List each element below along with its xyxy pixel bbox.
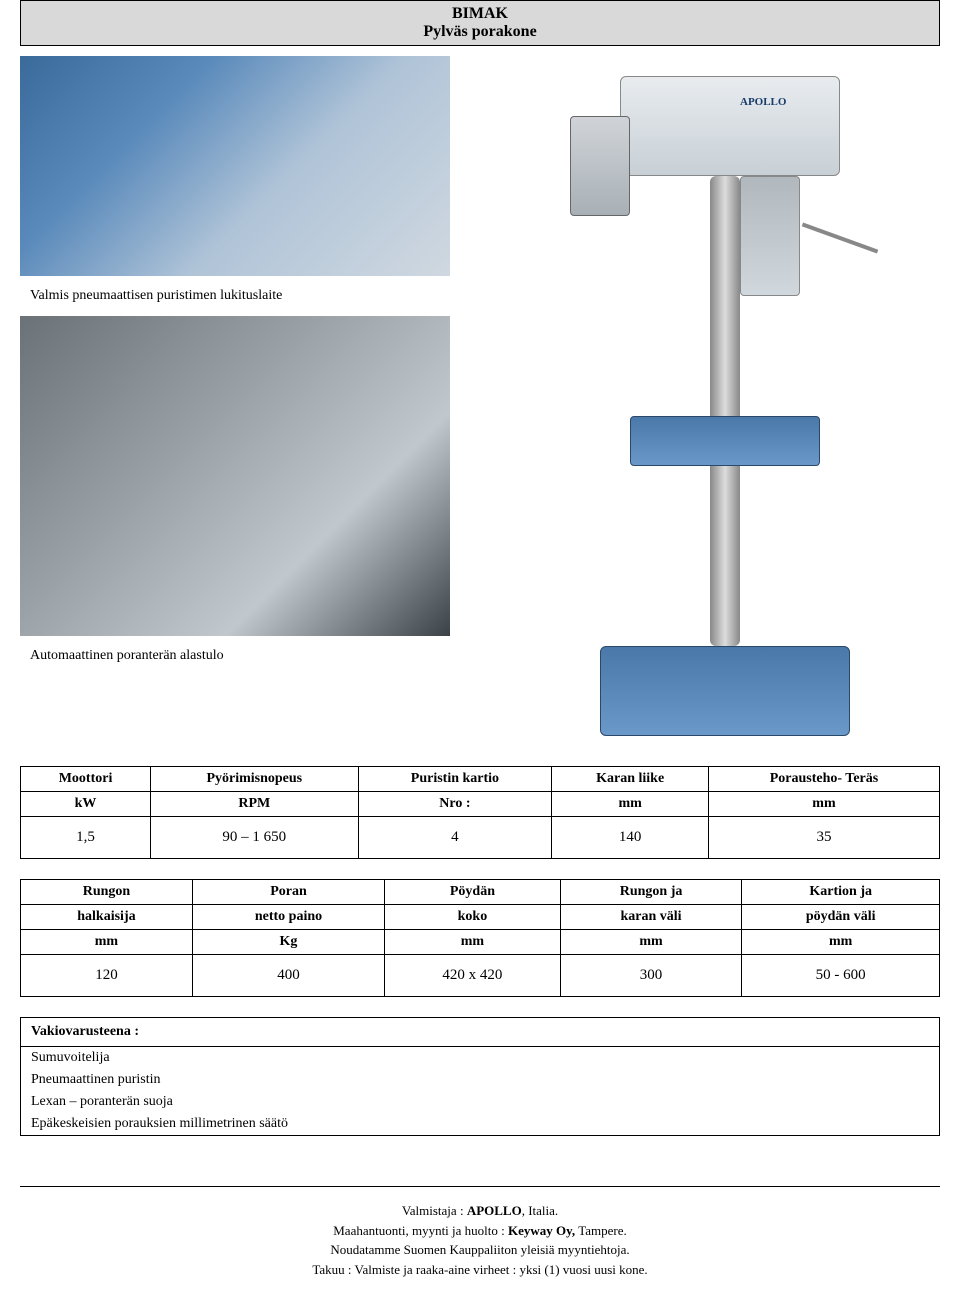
val2-2: 420 x 420 [385, 955, 561, 997]
th-karan-liike: Karan liike [552, 767, 709, 792]
val-teho: 35 [708, 817, 939, 859]
th2-3a: Rungon ja [560, 880, 742, 905]
footer-l2c: Tampere. [575, 1223, 627, 1238]
equipment-title: Vakiovarusteena : [21, 1018, 939, 1047]
drill-spindle [740, 176, 800, 296]
footer: Valmistaja : APOLLO, Italia. Maahantuont… [20, 1201, 940, 1279]
th2-0b: halkaisija [21, 905, 193, 930]
th2-0a: Rungon [21, 880, 193, 905]
footer-l2b: Keyway Oy, [508, 1223, 575, 1238]
footer-line-2: Maahantuonti, myynti ja huolto : Keyway … [20, 1221, 940, 1241]
footer-l2a: Maahantuonti, myynti ja huolto : [333, 1223, 508, 1238]
equipment-item: Epäkeskeisien porauksien millimetrinen s… [21, 1113, 939, 1135]
drill-table [630, 416, 820, 466]
drill-head [620, 76, 840, 176]
table-row: Moottori Pyörimisnopeus Puristin kartio … [21, 767, 940, 792]
table-row: halkaisija netto paino koko karan väli p… [21, 905, 940, 930]
page-title-box: BIMAK Pylväs porakone [20, 0, 940, 46]
unit2-0: mm [21, 930, 193, 955]
caption-2: Automaattinen poranterän alastulo [20, 644, 450, 668]
drill-base [600, 646, 850, 736]
footer-l1b: APOLLO [467, 1203, 522, 1218]
title-line2: Pylväs porakone [21, 23, 939, 41]
th-pyorimisnopeus: Pyörimisnopeus [151, 767, 358, 792]
equipment-item: Pneumaattinen puristin [21, 1069, 939, 1091]
image-lock-device [20, 56, 450, 276]
footer-line-4: Takuu : Valmiste ja raaka-aine virheet :… [20, 1260, 940, 1280]
footer-line-1: Valmistaja : APOLLO, Italia. [20, 1201, 940, 1221]
unit-nro: Nro : [358, 792, 552, 817]
val-nro: 4 [358, 817, 552, 859]
specs-table-1: Moottori Pyörimisnopeus Puristin kartio … [20, 766, 940, 859]
caption-1: Valmis pneumaattisen puristimen lukitusl… [20, 284, 450, 308]
table-row: kW RPM Nro : mm mm [21, 792, 940, 817]
unit-rpm: RPM [151, 792, 358, 817]
title-line1: BIMAK [21, 5, 939, 23]
unit2-1: Kg [192, 930, 384, 955]
val-kw: 1,5 [21, 817, 151, 859]
left-image-column: Valmis pneumaattisen puristimen lukitusl… [20, 56, 450, 756]
footer-l1a: Valmistaja : [402, 1203, 467, 1218]
unit2-2: mm [385, 930, 561, 955]
unit-mm2: mm [708, 792, 939, 817]
th2-4b: pöydän väli [742, 905, 940, 930]
table-row: 1,5 90 – 1 650 4 140 35 [21, 817, 940, 859]
unit-mm1: mm [552, 792, 709, 817]
th2-2b: koko [385, 905, 561, 930]
th2-3b: karan väli [560, 905, 742, 930]
val2-4: 50 - 600 [742, 955, 940, 997]
drill-handle [802, 222, 879, 253]
footer-l1c: , Italia. [522, 1203, 558, 1218]
val2-0: 120 [21, 955, 193, 997]
equipment-item: Sumuvoitelija [21, 1047, 939, 1069]
th-porausteho: Porausteho- Teräs [708, 767, 939, 792]
footer-rule [20, 1186, 940, 1187]
th2-2a: Pöydän [385, 880, 561, 905]
specs-table-2: Rungon Poran Pöydän Rungon ja Kartion ja… [20, 879, 940, 997]
th-moottori: Moottori [21, 767, 151, 792]
image-auto-downfeed [20, 316, 450, 636]
drill-column [710, 176, 740, 646]
drill-press-illustration: APOLLO [540, 56, 900, 756]
th2-4a: Kartion ja [742, 880, 940, 905]
right-image-column: APOLLO [500, 56, 940, 756]
table-row: 120 400 420 x 420 300 50 - 600 [21, 955, 940, 997]
image-gallery: Valmis pneumaattisen puristimen lukitusl… [20, 56, 940, 756]
th-puristin-kartio: Puristin kartio [358, 767, 552, 792]
footer-line-3: Noudatamme Suomen Kauppaliiton yleisiä m… [20, 1240, 940, 1260]
table-row: mm Kg mm mm mm [21, 930, 940, 955]
val-rpm: 90 – 1 650 [151, 817, 358, 859]
unit-kw: kW [21, 792, 151, 817]
val2-3: 300 [560, 955, 742, 997]
equipment-box: Vakiovarusteena : Sumuvoitelija Pneumaat… [20, 1017, 940, 1136]
th2-1a: Poran [192, 880, 384, 905]
drill-logo: APOLLO [740, 96, 786, 108]
unit2-3: mm [560, 930, 742, 955]
table-row: Rungon Poran Pöydän Rungon ja Kartion ja [21, 880, 940, 905]
unit2-4: mm [742, 930, 940, 955]
val-liike: 140 [552, 817, 709, 859]
drill-control-panel [570, 116, 630, 216]
th2-1b: netto paino [192, 905, 384, 930]
val2-1: 400 [192, 955, 384, 997]
equipment-item: Lexan – poranterän suoja [21, 1091, 939, 1113]
